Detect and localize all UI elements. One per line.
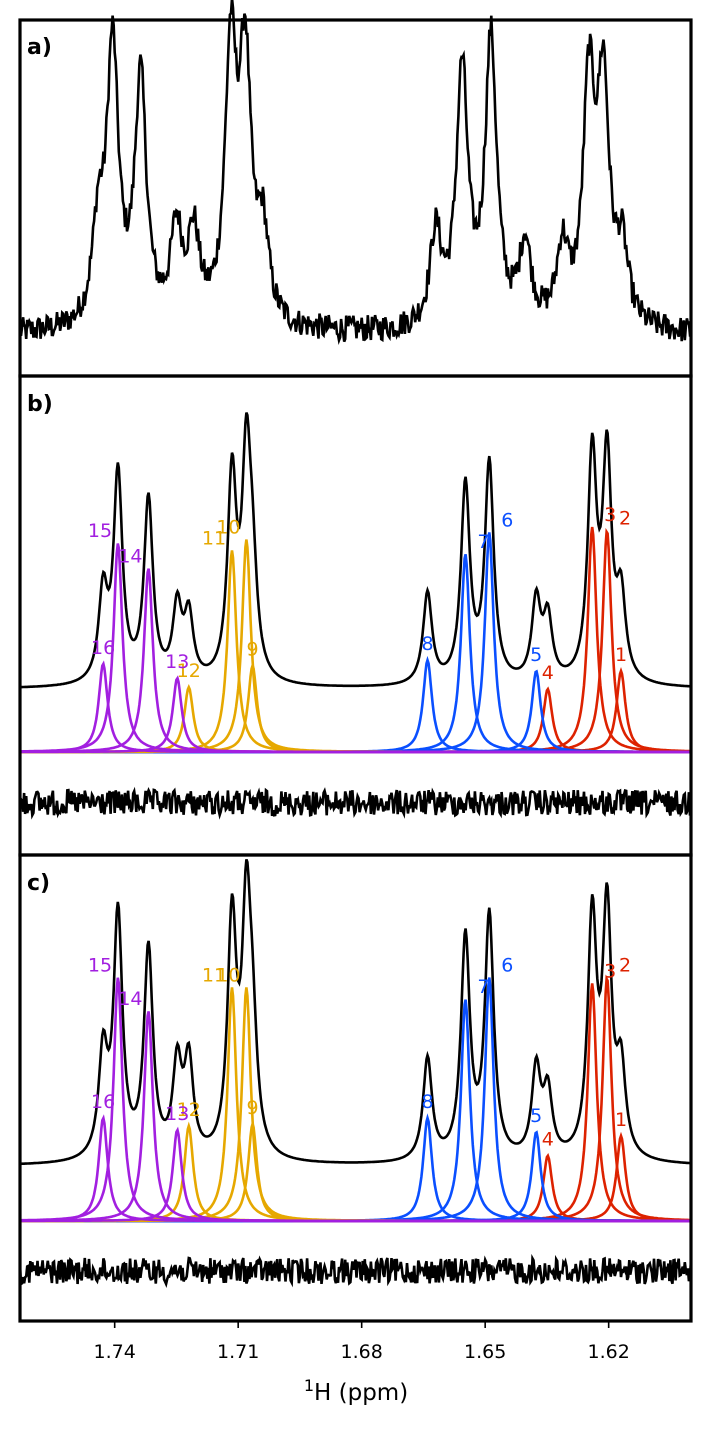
peak-label-15: 15 <box>88 520 112 542</box>
peak-label-1: 1 <box>615 644 627 666</box>
panel-a-tag: a) <box>27 35 52 60</box>
panel-b-residual-line <box>19 786 693 820</box>
component-peak-13 <box>20 1126 691 1223</box>
component-peak-5 <box>20 1130 691 1223</box>
component-peak-16 <box>20 1114 691 1223</box>
peak-label-12: 12 <box>177 660 201 682</box>
x-tick-label-2: 1.68 <box>341 1341 383 1363</box>
component-peak-8 <box>20 1113 691 1223</box>
panel-c-residual-line <box>18 1253 693 1289</box>
peak-label-8: 8 <box>421 1091 433 1113</box>
peak-label-5: 5 <box>530 1105 542 1127</box>
x-tick-label-3: 1.65 <box>464 1341 506 1363</box>
component-peak-1 <box>20 1131 691 1223</box>
peak-label-2: 2 <box>619 954 631 976</box>
peak-label-9: 9 <box>247 1097 259 1119</box>
peak-label-7: 7 <box>477 531 489 553</box>
peak-label-2: 2 <box>619 508 631 530</box>
peak-label-16: 16 <box>91 1091 115 1113</box>
peak-label-11: 11 <box>202 964 226 986</box>
component-peak-5 <box>20 669 691 754</box>
peak-label-13: 13 <box>165 1103 189 1125</box>
component-peak-8 <box>20 655 691 754</box>
peak-label-12: 12 <box>177 1099 201 1121</box>
panel-b-total-fit-line <box>20 412 692 689</box>
x-axis: 1.74 1.71 1.68 1.65 1.62 <box>94 1321 630 1363</box>
peak-label-11: 11 <box>202 527 226 549</box>
peak-label-4: 4 <box>542 662 554 684</box>
peak-label-6: 6 <box>501 509 513 531</box>
panel-a-spectrum-line <box>18 0 692 346</box>
x-tick-label-4: 1.62 <box>588 1341 630 1363</box>
peak-label-16: 16 <box>91 637 115 659</box>
peak-label-10: 10 <box>216 964 240 986</box>
panel-c-tag: c) <box>27 871 50 896</box>
peak-label-6: 6 <box>501 954 513 976</box>
component-peak-12 <box>20 1121 691 1223</box>
peak-label-13: 13 <box>165 651 189 673</box>
x-tick-label-0: 1.74 <box>94 1341 136 1363</box>
peak-label-9: 9 <box>247 639 259 661</box>
panel-c-frame <box>18 853 693 1323</box>
peak-label-4: 4 <box>542 1129 554 1151</box>
peak-label-14: 14 <box>118 988 142 1010</box>
peak-label-5: 5 <box>530 644 542 666</box>
peak-label-14: 14 <box>118 545 142 567</box>
component-peak-9 <box>20 661 691 754</box>
component-peak-16 <box>20 660 691 754</box>
component-peak-13 <box>20 675 691 754</box>
panel-b-components <box>20 526 691 754</box>
peak-label-8: 8 <box>421 633 433 655</box>
panel-b-tag: b) <box>27 392 53 417</box>
peak-label-10: 10 <box>216 517 240 539</box>
panel-c-components <box>19 974 691 1223</box>
component-peak-4 <box>20 686 691 754</box>
x-tick-label-1: 1.71 <box>217 1341 259 1363</box>
peak-label-15: 15 <box>88 954 112 976</box>
component-peak-12 <box>20 683 691 754</box>
peak-label-3: 3 <box>604 960 616 982</box>
component-peak-9 <box>20 1119 691 1223</box>
panel-a: a) <box>18 0 692 346</box>
component-peak-1 <box>20 667 691 754</box>
x-axis-title: 1H (ppm) <box>304 1376 408 1406</box>
x-axis-title-text: H (ppm) <box>314 1380 408 1406</box>
peak-label-1: 1 <box>615 1109 627 1131</box>
peak-label-3: 3 <box>604 504 616 526</box>
x-axis-title-superscript: 1 <box>304 1376 314 1395</box>
peak-label-7: 7 <box>477 976 489 998</box>
panel-c-total-fit-line <box>20 858 691 1166</box>
